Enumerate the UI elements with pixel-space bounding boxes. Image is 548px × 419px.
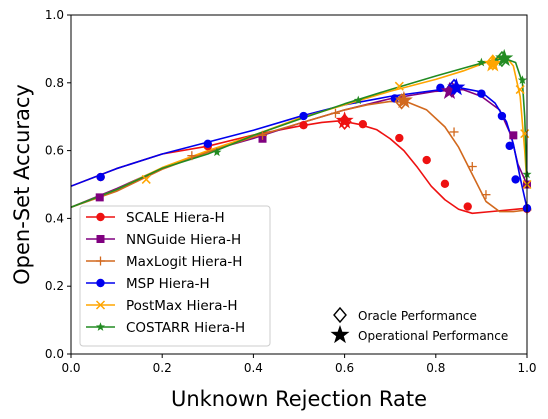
legend-frame <box>79 205 271 347</box>
data-point-costarr-hiera-h <box>517 75 528 84</box>
data-point-costarr-hiera-h <box>476 57 486 67</box>
y-axis-label: Open-Set Accuracy <box>10 84 34 285</box>
legend-label-nnguide-hiera-h: NNGuide Hiera-H <box>126 232 241 248</box>
x-tick-label: 0.0 <box>61 361 80 375</box>
y-tick-label: 1.0 <box>45 8 64 22</box>
data-point-msp-hiera-h <box>203 139 212 149</box>
y-tick-label: 0.4 <box>45 211 64 225</box>
annotation-legend: Oracle Performance Operational Performanc… <box>330 306 508 344</box>
axis-ticks: 0.0 0.2 0.4 0.6 0.8 1.0 0.0 0.2 0.4 0.6 0.8 1.0 <box>45 8 537 375</box>
legend: SCALE Hiera-H NNGuide Hiera-H MaxLogit Hie… <box>79 205 271 347</box>
data-point-maxlogit-hiera-h <box>449 127 459 137</box>
legend-marker-costarr-hiera-h <box>95 322 106 331</box>
legend-marker-scale-hiera-h <box>96 212 105 222</box>
x-tick-label: 0.4 <box>244 361 263 375</box>
operational-point-scale-hiera-h <box>335 111 354 129</box>
legend-label-maxlogit-hiera-h: MaxLogit Hiera-H <box>126 254 242 270</box>
legend-marker-msp-hiera-h <box>96 278 105 288</box>
data-point-postmax-hiera-h-b <box>141 174 151 184</box>
operational-point-postmax-hiera-h <box>483 54 502 72</box>
operational-point-msp-hiera-h <box>447 78 466 96</box>
operational-point-maxlogit-hiera-h <box>394 90 413 109</box>
legend-marker-maxlogit-hiera-h <box>96 256 105 266</box>
y-tick-label: 0.2 <box>45 279 64 293</box>
data-point-maxlogit-hiera-h <box>258 130 268 140</box>
data-point-msp-hiera-h <box>436 83 445 93</box>
data-point-scale-hiera-h <box>395 133 404 143</box>
series-line-costarr-hiera-h <box>71 57 527 208</box>
data-point-scale-hiera-h <box>440 179 450 189</box>
plot-frame <box>70 14 528 355</box>
data-point-maxlogit-hiera-h <box>187 151 197 161</box>
legend-label-postmax-hiera-h: PostMax Hiera-H <box>126 298 238 314</box>
legend-marker-postmax-hiera-h-b <box>95 300 106 310</box>
data-point-postmax-hiera-h <box>141 174 151 184</box>
series-markers <box>95 48 532 215</box>
data-point-postmax-hiera-h <box>515 85 525 95</box>
x-tick-label: 1.0 <box>517 361 536 375</box>
data-point-postmax-hiera-h <box>394 81 404 91</box>
operational-legend-label: Operational Performance <box>358 329 508 343</box>
data-point-msp-hiera-h <box>511 175 520 184</box>
legend-marker-postmax-hiera-h <box>95 300 106 310</box>
data-point-scale-hiera-h <box>299 120 308 130</box>
x-axis-label: Unknown Rejection Rate <box>171 387 427 411</box>
y-tick-label: 0.0 <box>45 347 64 361</box>
x-tick-label: 0.2 <box>153 361 172 375</box>
data-point-nnguide-hiera-h <box>95 193 104 202</box>
data-point-msp-hiera-h <box>96 172 105 182</box>
data-point-msp-hiera-h <box>497 111 507 121</box>
data-point-postmax-hiera-h-b <box>394 81 404 91</box>
y-tick-label: 0.6 <box>45 144 64 158</box>
legend-marker-nnguide-hiera-h <box>96 235 105 243</box>
data-point-costarr-hiera-h <box>212 147 222 157</box>
data-point-maxlogit-hiera-h <box>330 108 340 118</box>
oracle-legend-label: Oracle Performance <box>358 309 477 323</box>
data-point-costarr-hiera-h <box>353 95 363 105</box>
series-line-scale-hiera-h <box>71 119 527 215</box>
data-point-nnguide-hiera-h <box>509 131 518 140</box>
data-point-maxlogit-hiera-h <box>481 190 491 200</box>
operational-point-nnguide-hiera-h <box>440 81 459 99</box>
series-line-maxlogit-hiera-h <box>71 100 527 213</box>
data-point-scale-hiera-h <box>463 202 472 211</box>
operational-point-costarr-hiera-h <box>495 48 514 67</box>
data-point-scale-hiera-h <box>358 119 368 129</box>
legend-label-costarr-hiera-h: COSTARR Hiera-H <box>126 320 245 336</box>
series-lines <box>71 56 527 215</box>
data-point-msp-hiera-h <box>477 89 486 98</box>
data-point-scale-hiera-h <box>422 155 431 165</box>
legend-label-msp-hiera-h: MSP Hiera-H <box>126 276 210 292</box>
data-point-postmax-hiera-h-b <box>515 85 525 95</box>
x-tick-label: 0.6 <box>335 361 354 375</box>
operational-legend-icon <box>330 325 350 344</box>
legend-label-scale-hiera-h: SCALE Hiera-H <box>126 210 225 226</box>
data-point-maxlogit-hiera-h <box>467 162 477 172</box>
oracle-legend-icon <box>333 306 347 324</box>
data-point-msp-hiera-h <box>299 111 308 121</box>
y-tick-label: 0.8 <box>45 76 64 90</box>
series-line-postmax-hiera-h <box>71 56 527 208</box>
x-tick-label: 0.8 <box>426 361 445 375</box>
data-point-msp-hiera-h <box>505 141 514 151</box>
